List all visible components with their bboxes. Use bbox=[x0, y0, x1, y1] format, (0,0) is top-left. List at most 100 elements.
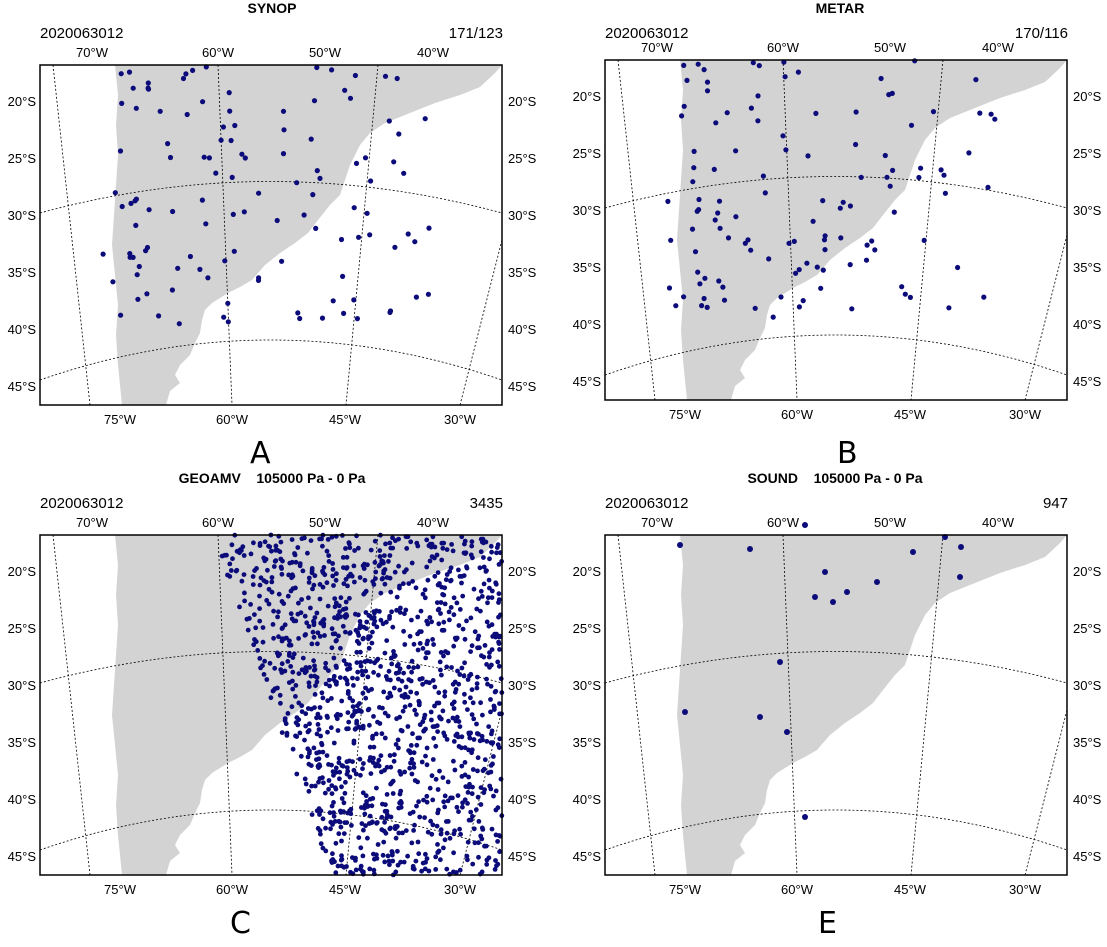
obs-point bbox=[400, 708, 406, 714]
obs-point bbox=[384, 792, 390, 797]
obs-point bbox=[293, 559, 299, 565]
obs-point bbox=[371, 851, 376, 857]
obs-point bbox=[324, 580, 330, 586]
obs-point bbox=[408, 678, 414, 684]
obs-point bbox=[356, 641, 362, 646]
obs-point bbox=[444, 866, 450, 872]
obs-point bbox=[414, 712, 419, 717]
obs-point bbox=[360, 766, 365, 772]
obs-point bbox=[459, 763, 465, 769]
obs-point bbox=[362, 577, 368, 583]
obs-point bbox=[407, 633, 413, 639]
obs-point bbox=[306, 624, 312, 629]
obs-point bbox=[408, 760, 413, 766]
obs-point bbox=[294, 180, 300, 186]
obs-point bbox=[335, 711, 340, 717]
obs-point bbox=[327, 683, 332, 689]
obs-point bbox=[494, 631, 499, 637]
obs-point bbox=[333, 765, 339, 771]
top-lon-label: 70°W bbox=[76, 515, 109, 530]
obs-point bbox=[373, 569, 379, 575]
obs-point bbox=[440, 708, 446, 714]
obs-point bbox=[343, 546, 348, 551]
obs-point bbox=[805, 153, 811, 159]
obs-point bbox=[330, 822, 335, 827]
obs-point bbox=[477, 738, 483, 744]
obs-point bbox=[373, 763, 378, 769]
obs-point bbox=[342, 675, 348, 681]
obs-point bbox=[361, 827, 366, 833]
obs-point bbox=[339, 863, 344, 869]
obs-point bbox=[417, 814, 423, 820]
obs-point bbox=[490, 740, 496, 745]
obs-point bbox=[341, 831, 347, 836]
obs-point bbox=[336, 603, 342, 609]
obs-point bbox=[321, 623, 327, 629]
obs-point bbox=[497, 634, 502, 640]
obs-point bbox=[485, 681, 490, 687]
land-area bbox=[112, 535, 502, 875]
obs-point bbox=[397, 687, 403, 693]
obs-point bbox=[387, 690, 393, 696]
obs-point bbox=[385, 812, 390, 818]
obs-point bbox=[394, 75, 400, 82]
obs-point bbox=[401, 170, 407, 176]
obs-point bbox=[176, 321, 182, 327]
obs-point bbox=[325, 729, 330, 735]
obs-point bbox=[410, 578, 415, 584]
left-lat-label: 30°S bbox=[573, 678, 602, 693]
panel-date: 2020063012 bbox=[605, 25, 689, 42]
obs-point bbox=[201, 154, 207, 160]
obs-point bbox=[480, 536, 486, 542]
bottom-lon-label: 75°W bbox=[669, 407, 702, 422]
obs-point bbox=[271, 608, 276, 614]
panel-count: 3435 bbox=[469, 495, 503, 512]
obs-point bbox=[704, 79, 711, 85]
obs-point bbox=[454, 804, 460, 810]
obs-point bbox=[441, 540, 447, 546]
obs-point bbox=[757, 714, 763, 720]
obs-point bbox=[347, 545, 353, 551]
panel-title: SOUND 105000 Pa - 0 Pa bbox=[747, 470, 923, 486]
obs-point bbox=[918, 165, 924, 171]
obs-point bbox=[237, 604, 242, 610]
obs-point bbox=[821, 237, 828, 243]
obs-point bbox=[279, 730, 285, 735]
obs-point bbox=[435, 570, 441, 575]
obs-point bbox=[469, 712, 475, 717]
obs-point bbox=[232, 122, 238, 129]
obs-point bbox=[317, 812, 322, 817]
obs-point bbox=[303, 665, 309, 670]
left-lat-label: 35°S bbox=[8, 265, 37, 280]
obs-point bbox=[439, 672, 444, 678]
obs-point bbox=[438, 716, 444, 722]
obs-point bbox=[364, 210, 370, 216]
obs-point bbox=[802, 522, 808, 528]
obs-point bbox=[228, 137, 234, 144]
map-svg: 70°W 60°W 50°W 40°W 75°W 60°W 45°W 30°W 20°S 20°S… bbox=[8, 515, 537, 897]
obs-point bbox=[451, 595, 457, 601]
obs-point bbox=[938, 167, 944, 173]
top-lon-label: 60°W bbox=[202, 515, 235, 530]
obs-point bbox=[413, 294, 419, 300]
obs-point bbox=[381, 839, 387, 845]
obs-point bbox=[145, 86, 152, 92]
obs-point bbox=[673, 303, 679, 309]
obs-point bbox=[494, 863, 499, 869]
obs-point bbox=[275, 614, 280, 620]
obs-point bbox=[469, 543, 475, 549]
obs-point bbox=[257, 656, 263, 661]
obs-point bbox=[478, 588, 484, 594]
obs-point bbox=[446, 718, 451, 724]
obs-point bbox=[394, 663, 400, 669]
obs-point bbox=[334, 665, 339, 670]
obs-point bbox=[264, 677, 270, 682]
obs-point bbox=[387, 753, 393, 758]
obs-point bbox=[364, 799, 369, 804]
obs-point bbox=[273, 543, 279, 549]
right-lat-label: 25°S bbox=[508, 151, 537, 166]
obs-point bbox=[304, 620, 310, 626]
obs-point bbox=[392, 244, 398, 250]
obs-point bbox=[456, 681, 462, 687]
obs-point bbox=[882, 152, 888, 159]
